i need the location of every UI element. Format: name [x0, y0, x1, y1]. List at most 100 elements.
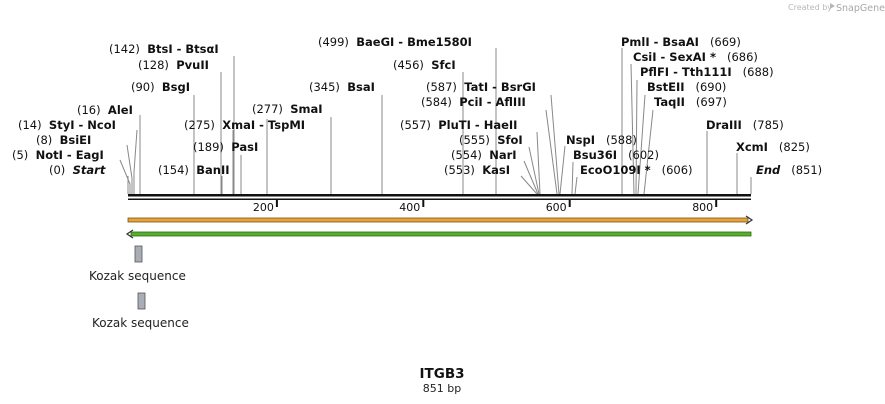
site-position: (690)	[696, 80, 727, 94]
site-position: (14)	[18, 118, 42, 132]
site-position: (825)	[779, 140, 810, 154]
ruler-tick-mark	[715, 200, 718, 207]
ruler-tick-label: 800	[692, 201, 713, 214]
site-name: XcmI	[736, 140, 768, 154]
ruler-tick-mark	[568, 200, 571, 207]
site-position: (5)	[12, 148, 28, 162]
site-position: (584)	[421, 95, 452, 109]
site-name: NspI	[566, 133, 595, 147]
site-position: (553)	[444, 163, 475, 177]
map-length: 851 bp	[423, 382, 461, 395]
site-name: SfcI	[431, 58, 455, 72]
site-position: (8)	[36, 133, 52, 147]
site-position: (277)	[252, 102, 283, 116]
credit-text: Created by	[788, 3, 832, 12]
site-name: StyI - NcoI	[49, 118, 116, 132]
site-position: (189)	[193, 140, 224, 154]
feature-label: Kozak sequence	[89, 269, 186, 283]
site-name: AleI	[108, 103, 133, 117]
site-name: NotI - EagI	[36, 148, 104, 162]
site-label-sfci[interactable]: (456) SfcI	[393, 58, 456, 72]
ruler-tick-mark	[422, 200, 425, 207]
site-name: NarI	[489, 148, 516, 162]
site-position: (275)	[184, 118, 215, 132]
orf-forward[interactable]	[127, 215, 754, 225]
site-name: BstEII	[647, 80, 685, 94]
site-name: PflFI - Tth111I	[640, 65, 732, 79]
site-connectors	[119, 48, 752, 195]
site-label-bsteii[interactable]: BstEII (690)	[647, 80, 726, 94]
site-label-draiii[interactable]: DraIII (785)	[706, 118, 784, 132]
site-position: (128)	[138, 58, 169, 72]
site-name: EcoO109I *	[580, 163, 651, 177]
site-position: (697)	[696, 95, 727, 109]
site-position: (688)	[743, 65, 774, 79]
site-label-csii[interactable]: CsiI - SexAI * (686)	[633, 50, 758, 64]
site-position: (16)	[77, 103, 101, 117]
site-label-pvuii[interactable]: (128) PvuII	[138, 58, 209, 72]
site-name: Start	[73, 163, 106, 177]
site-position: (557)	[400, 118, 431, 132]
site-label-noti[interactable]: (5) NotI - EagI	[12, 148, 104, 162]
site-position: (602)	[628, 148, 659, 162]
map-title: ITGB3	[420, 366, 465, 382]
site-label-sfoi[interactable]: (555) SfoI	[459, 133, 523, 147]
site-name: PasI	[231, 140, 258, 154]
site-label-start[interactable]: (0) Start	[49, 163, 106, 177]
site-position: (90)	[131, 80, 155, 94]
site-label-ecoo109i[interactable]: EcoO109I * (606)	[580, 163, 693, 177]
site-label-styi[interactable]: (14) StyI - NcoI	[18, 118, 116, 132]
feature-kozak-2[interactable]: Kozak sequence	[92, 292, 189, 330]
site-name: BsgI	[162, 80, 190, 94]
snapgene-brand: SnapGene	[836, 3, 885, 14]
site-label-xcmi[interactable]: XcmI (825)	[736, 140, 810, 154]
orf-reverse[interactable]	[125, 229, 752, 239]
site-position: (142)	[109, 42, 140, 56]
site-label-alei[interactable]: (16) AleI	[77, 103, 133, 117]
site-position: (154)	[158, 163, 189, 177]
site-label-xmai[interactable]: (275) XmaI - TspMI	[184, 118, 305, 132]
site-position: (669)	[710, 35, 741, 49]
site-label-nspi[interactable]: NspI (588)	[566, 133, 637, 147]
site-name: TaqII	[654, 95, 685, 109]
site-label-pmli[interactable]: PmlI - BsaAI (669)	[621, 35, 741, 49]
site-label-bsgi[interactable]: (90) BsgI	[131, 80, 190, 94]
site-name: BsaI	[347, 80, 375, 94]
site-label-bsiei[interactable]: (8) BsiEI	[36, 133, 91, 147]
site-name: BsiEI	[60, 133, 92, 147]
site-label-baegi[interactable]: (499) BaeGI - Bme1580I	[318, 35, 472, 49]
site-label-end[interactable]: End (851)	[756, 163, 822, 177]
site-position: (345)	[309, 80, 340, 94]
site-name: PvuII	[176, 58, 209, 72]
feature-label: Kozak sequence	[92, 316, 189, 330]
site-label-kasi[interactable]: (553) KasI	[444, 163, 510, 177]
site-position: (587)	[426, 80, 457, 94]
snapgene-logo-icon	[830, 3, 835, 9]
site-label-nari[interactable]: (554) NarI	[451, 148, 517, 162]
ruler-tick-label: 200	[253, 201, 274, 214]
site-name: XmaI - TspMI	[222, 118, 305, 132]
site-name: BaeGI - Bme1580I	[356, 35, 472, 49]
site-position: (588)	[606, 133, 637, 147]
site-position: (555)	[459, 133, 490, 147]
site-position: (606)	[662, 163, 693, 177]
site-label-taqii[interactable]: TaqII (697)	[654, 95, 727, 109]
ruler: 200 400 600 800	[253, 200, 718, 214]
site-position: (554)	[451, 148, 482, 162]
site-label-bsai[interactable]: (345) BsaI	[309, 80, 375, 94]
site-label-bsu36i[interactable]: Bsu36I (602)	[573, 148, 659, 162]
site-label-pluti[interactable]: (557) PluTI - HaeII	[400, 118, 517, 132]
site-label-smai[interactable]: (277) SmaI	[252, 102, 323, 116]
site-label-pasi[interactable]: (189) PasI	[193, 140, 258, 154]
site-name: KasI	[482, 163, 510, 177]
site-label-pflfi[interactable]: PflFI - Tth111I (688)	[640, 65, 774, 79]
ruler-tick-label: 600	[546, 201, 567, 214]
sequence-backbone	[128, 194, 751, 200]
site-name: BtsI - BtsαI	[147, 42, 218, 56]
site-label-banii[interactable]: (154) BanII	[158, 163, 230, 177]
site-label-pcii[interactable]: (584) PciI - AflIII	[421, 95, 526, 109]
site-label-btsi[interactable]: (142) BtsI - BtsαI	[109, 42, 219, 56]
site-label-tati[interactable]: (587) TatI - BsrGI	[426, 80, 536, 94]
feature-kozak-1[interactable]: Kozak sequence	[89, 245, 186, 283]
